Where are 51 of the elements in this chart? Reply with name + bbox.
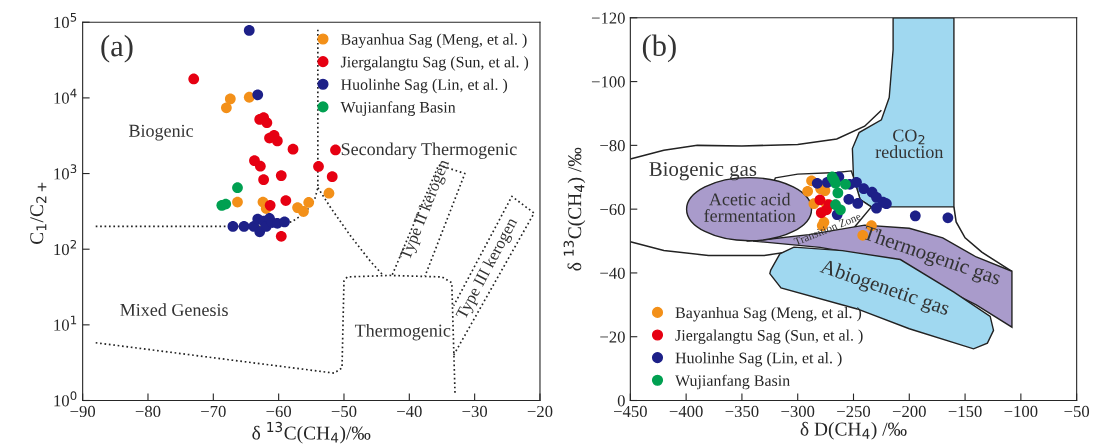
annotation: (b) (642, 34, 676, 63)
x-tick-label: −250 (837, 405, 871, 418)
legend-label: Jiergalangtu Sag (Sun, et al. ) (675, 329, 863, 345)
legend-label: Bayanhua Sag (Meng, et al. ) (341, 33, 527, 49)
x-tick-label: −100 (1004, 405, 1038, 418)
x-tick-label: −70 (201, 405, 226, 418)
y-tick-label: −80 (600, 140, 625, 152)
annotation: Acetic acid fermentation (704, 192, 796, 222)
x-axis-title: δ $^{13}$C(CH$_{4}$)/‰ (252, 421, 371, 444)
annotation: Mixed Genesis (120, 303, 228, 317)
y-tick-label: 10$^{2}$ (54, 239, 77, 256)
y-tick-label: −20 (600, 331, 625, 343)
y-tick-label: 10$^{4}$ (54, 88, 77, 104)
x-tick-label: −20 (527, 405, 553, 418)
x-tick-label: −50 (331, 405, 357, 418)
y-axis-title: C$_{1}$/C$_{2+}$ (30, 182, 47, 245)
annotation: (a) (101, 34, 133, 63)
legend-label: Bayanhua Sag (Meng, et al. ) (675, 306, 862, 322)
y-tick-label: 10$^{5}$ (54, 13, 77, 29)
legend-label: Jiergalangtu Sag (Sun, et al. ) (340, 56, 529, 71)
x-tick-label: −90 (70, 405, 96, 418)
annotation: Biogenic gas (649, 162, 757, 181)
legend-label: Huolinhe Sag (Lin, et al. ) (675, 352, 842, 367)
x-tick-label: −40 (397, 405, 422, 418)
x-tick-label: −300 (781, 405, 815, 418)
y-axis-title: δ $^{13}$C(CH$_{4}$) /‰ (563, 147, 586, 271)
y-tick-label: 10$^{0}$ (54, 391, 77, 407)
x-tick-label: −30 (462, 405, 488, 418)
y-tick-label: −40 (600, 267, 625, 279)
y-tick-label: 0 (617, 395, 625, 407)
annotation: Secondary Thermogenic (341, 142, 517, 159)
x-tick-label: −50 (1064, 405, 1090, 418)
y-tick-label: 10$^{3}$ (54, 164, 77, 180)
x-tick-label: −150 (948, 405, 982, 418)
x-tick-label: −450 (613, 405, 647, 418)
y-tick-label: −100 (591, 76, 625, 88)
x-tick-label: −400 (669, 405, 703, 418)
x-tick-label: −350 (725, 405, 759, 418)
annotation: CO$_{2}$ reduction (875, 129, 944, 159)
annotation: Thermogenic (354, 323, 451, 341)
legend-label: Wujianfang Basin (675, 374, 790, 390)
y-tick-label: −120 (591, 12, 625, 24)
legend-label: Huolinhe Sag (Lin, et al. ) (341, 78, 508, 94)
x-axis-title: δ D(CH$_{4}$) /‰ (800, 421, 907, 440)
x-tick-label: −200 (892, 405, 926, 418)
x-tick-label: −80 (135, 405, 161, 418)
x-tick-label: −60 (266, 405, 292, 418)
legend-label: Wujianfang Basin (340, 101, 456, 116)
y-tick-label: 10$^{1}$ (54, 315, 77, 331)
y-tick-label: −60 (600, 203, 625, 216)
annotation: Biogenic (128, 124, 194, 141)
